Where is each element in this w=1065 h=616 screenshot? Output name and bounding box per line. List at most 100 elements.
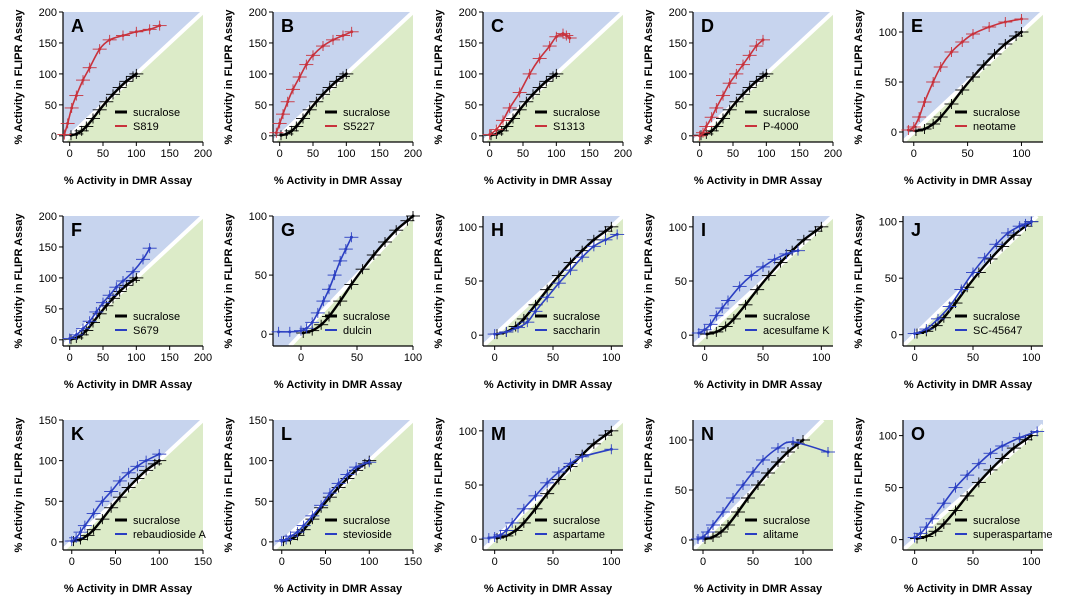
y-axis-title: % Activity in FLIPR Assay xyxy=(13,417,25,553)
data-point xyxy=(301,116,305,120)
x-tick-label: 100 xyxy=(1012,148,1030,160)
data-point xyxy=(411,214,415,218)
data-point xyxy=(299,329,303,333)
y-tick-label: 150 xyxy=(39,242,57,254)
panel-letter: D xyxy=(701,16,714,36)
data-point xyxy=(731,496,735,500)
data-point xyxy=(748,86,752,90)
data-point xyxy=(66,121,70,125)
data-point xyxy=(551,74,555,78)
data-point xyxy=(79,537,82,541)
x-tick-label: 0 xyxy=(912,352,918,364)
y-tick-label: 100 xyxy=(669,435,687,447)
y-tick-label: 100 xyxy=(249,69,267,81)
data-point xyxy=(949,50,953,54)
x-tick-label: 100 xyxy=(812,352,830,364)
data-point xyxy=(1035,429,1039,433)
y-tick-label: 50 xyxy=(255,100,267,112)
data-point xyxy=(801,438,805,442)
y-tick-label: 0 xyxy=(261,131,267,143)
data-point xyxy=(609,447,613,451)
x-tick-label: 50 xyxy=(351,352,363,364)
data-point xyxy=(548,44,552,48)
x-tick-label: 50 xyxy=(967,352,979,364)
data-point xyxy=(580,255,584,259)
data-point xyxy=(337,481,341,485)
x-tick-label: 0 xyxy=(912,556,918,568)
series-sucralose xyxy=(296,211,420,338)
data-point xyxy=(328,86,332,90)
data-point xyxy=(524,100,528,104)
data-point xyxy=(1018,224,1022,228)
data-point xyxy=(135,464,139,468)
x-tick-label: 0 xyxy=(487,148,493,160)
data-point xyxy=(786,450,790,454)
identity-line xyxy=(271,418,415,552)
data-point xyxy=(1029,434,1033,438)
data-point xyxy=(557,274,561,278)
data-point xyxy=(504,529,508,532)
y-tick-label: 0 xyxy=(471,330,477,342)
data-point xyxy=(504,330,508,334)
data-point xyxy=(284,537,288,541)
data-point xyxy=(111,296,115,300)
data-point xyxy=(564,34,568,38)
y-tick-label: 100 xyxy=(249,211,267,223)
legend-label: sucralose xyxy=(343,311,390,323)
data-point xyxy=(545,481,549,485)
legend-label: S679 xyxy=(133,325,159,337)
data-point xyxy=(310,329,314,333)
data-point xyxy=(511,116,515,120)
data-point xyxy=(736,510,740,514)
data-point xyxy=(971,271,975,275)
panel-letter: B xyxy=(281,16,294,36)
data-point xyxy=(748,53,752,57)
data-point xyxy=(114,285,118,289)
y-tick-label: 50 xyxy=(885,483,897,495)
x-tick-label: 150 xyxy=(404,556,422,568)
data-point xyxy=(394,228,398,232)
panel-j: 0 50 100 0 50 100 % Activity in DMR Assay % Act… xyxy=(848,208,1058,412)
data-point xyxy=(493,332,497,336)
data-point xyxy=(321,44,325,48)
legend-label: sucralose xyxy=(973,107,1020,119)
panel-n: 0 50 100 0 50 100 % Activity in DMR Assay % Act… xyxy=(638,412,848,616)
data-point xyxy=(344,247,348,251)
x-tick-label: 100 xyxy=(127,148,145,160)
data-point xyxy=(518,90,522,94)
data-point xyxy=(80,129,84,133)
data-point xyxy=(993,52,997,56)
y-tick-label: 150 xyxy=(249,38,267,50)
data-point xyxy=(341,74,345,78)
x-tick-label: 50 xyxy=(747,556,759,568)
legend-label: sucralose xyxy=(763,311,810,323)
series-acesulfame-k xyxy=(691,245,805,338)
data-point xyxy=(131,270,135,274)
panel-letter: G xyxy=(281,220,295,240)
panel-f: 0 50 100 150 200 0 50 100 150 200 % Activity in DM… xyxy=(8,208,218,412)
x-axis-title: % Activity in DMR Assay xyxy=(274,583,403,595)
y-tick-label: 100 xyxy=(249,456,267,468)
y-tick-label: 50 xyxy=(465,480,477,492)
data-point xyxy=(913,536,917,540)
data-point xyxy=(561,32,565,36)
y-tick-label: 50 xyxy=(255,270,267,282)
x-tick-label: 200 xyxy=(404,148,422,160)
data-point xyxy=(954,508,957,512)
x-tick-label: 0 xyxy=(298,352,304,364)
data-point xyxy=(1012,446,1016,450)
y-tick-label: 50 xyxy=(45,496,57,508)
y-axis-title: % Activity in FLIPR Assay xyxy=(643,213,655,349)
legend-label: sucralose xyxy=(133,107,180,119)
data-point xyxy=(131,74,135,78)
data-point xyxy=(501,118,505,122)
y-tick-label: 100 xyxy=(459,69,477,81)
data-point xyxy=(923,127,927,131)
data-point xyxy=(118,290,122,294)
data-point xyxy=(959,287,963,291)
data-point xyxy=(819,225,823,229)
data-point xyxy=(349,235,353,239)
data-point xyxy=(121,34,125,38)
x-tick-label: 100 xyxy=(602,352,620,364)
legend-label: S1313 xyxy=(553,121,585,133)
